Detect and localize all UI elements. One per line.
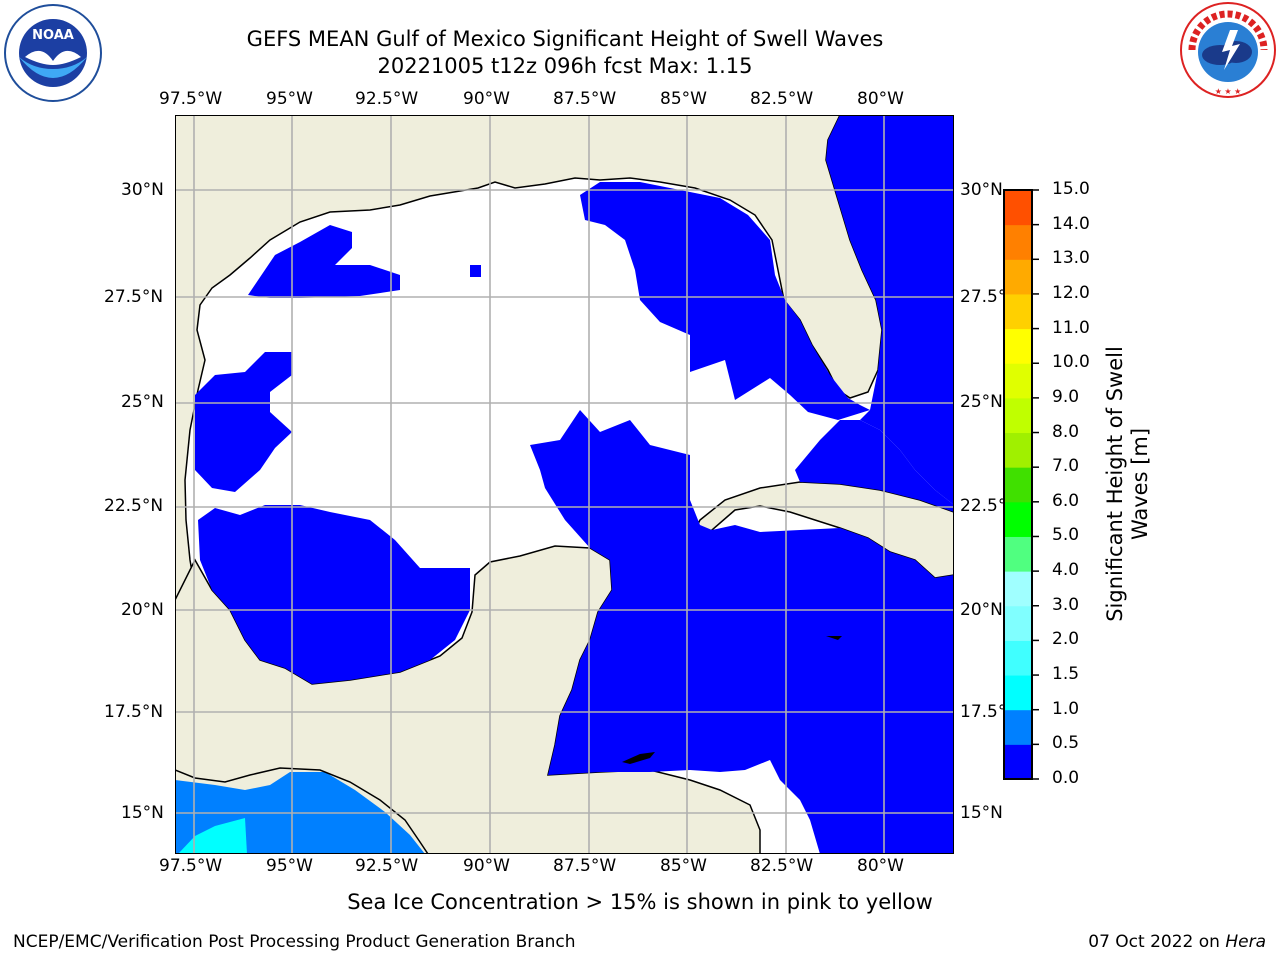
lon-label-bottom: 92.5°W [355,856,419,876]
sea-ice-note: Sea Ice Concentration > 15% is shown in … [347,890,933,914]
colorbar-segment [1004,259,1032,295]
colorbar-tick-label: 7.0 [1052,456,1080,477]
colorbar-tick-label: 9.0 [1052,386,1080,407]
lon-label-top: 92.5°W [355,89,419,109]
colorbar-tick-label: 2.0 [1052,629,1080,650]
pacific-coast [175,767,429,854]
colorbar-tick-label: 6.0 [1052,490,1080,511]
footer-date-text: 07 Oct 2022 on [1088,932,1226,952]
lon-label-top: 80°W [857,89,904,109]
colorbar [1003,188,1043,785]
swell-straits [795,420,954,512]
lon-label-top: 82.5°W [750,89,814,109]
colorbar-tick-label: 13.0 [1052,248,1090,269]
swell-west [195,352,292,492]
swell-caribbean [530,410,954,854]
swell-southwest [198,505,470,684]
lon-label-top: 90°W [463,89,510,109]
footer-date: 07 Oct 2022 on Hera [1088,932,1266,952]
footer-credit: NCEP/EMC/Verification Post Processing Pr… [13,932,576,952]
lat-label-left: 17.5°N [104,702,164,722]
colorbar-segment [1004,501,1032,537]
swell-pacific-high [178,818,247,854]
colorbar-segment [1004,397,1032,434]
lon-label-bottom: 97.5°W [159,856,223,876]
lat-label-left: 20°N [121,600,164,620]
colorbar-segment [1004,709,1032,745]
colorbar-tick-label: 15.0 [1052,179,1090,199]
lon-label-top: 97.5°W [159,89,223,109]
lon-label-bottom: 87.5°W [553,856,617,876]
swell-atlantic [826,115,954,505]
colorbar-tick-label: 1.0 [1052,698,1080,719]
noaa-logo-icon: NOAA [3,3,103,107]
title-line-1: GEFS MEAN Gulf of Mexico Significant Hei… [246,27,884,51]
lon-label-bottom: 80°W [857,856,904,876]
colorbar-segment [1004,224,1032,260]
lat-label-left: 22.5°N [104,496,164,516]
colorbar-tick-label: 4.0 [1052,560,1080,581]
lon-label-top: 87.5°W [553,89,617,109]
colorbar-label-line-2: Waves [m] [1128,427,1152,541]
colorbar-tick-label: 0.5 [1052,733,1080,754]
colorbar-tick-label: 0.0 [1052,768,1080,788]
land-usa [175,115,883,601]
lat-label-left: 15°N [121,803,164,823]
colorbar-label-line-1: Significant Height of Swell [1103,346,1127,622]
colorbar-segment [1004,363,1032,399]
lat-label-right: 25°N [960,392,1003,412]
svg-text:NOAA: NOAA [32,28,74,43]
colorbar-segment [1004,467,1032,503]
colorbar-segment [1004,605,1032,641]
colorbar-tick-label: 5.0 [1052,525,1080,546]
lon-label-bottom: 82.5°W [750,856,814,876]
colorbar-segment [1004,190,1032,226]
colorbar-segment [1004,675,1032,711]
nws-logo-icon: ★ ★ ★ [1178,0,1278,104]
lon-label-top: 85°W [660,89,707,109]
island [622,752,655,764]
colorbar-segment [1004,571,1032,607]
gulf-map [174,114,955,858]
lon-label-bottom: 85°W [660,856,707,876]
colorbar-segment [1004,293,1032,330]
lat-label-right: 30°N [960,180,1003,200]
lat-label-left: 27.5°N [104,287,164,307]
swell-northeast [580,182,870,420]
colorbar-tick-label: 1.5 [1052,664,1080,685]
title-line-2: 20221005 t12z 096h fcst Max: 1.15 [377,54,753,78]
colorbar-segment [1004,432,1032,468]
colorbar-segment [1004,328,1032,364]
swell-northwest-patch [248,225,400,298]
lon-label-bottom: 95°W [266,856,313,876]
island [826,636,842,640]
lat-label-left: 30°N [121,180,164,200]
colorbar-segment [1004,536,1032,572]
colorbar-segment [1004,744,1032,780]
graticule [175,115,954,854]
footer-host: Hera [1225,932,1266,952]
colorbar-tick-label: 3.0 [1052,594,1080,615]
colorbar-tick-label: 10.0 [1052,352,1090,373]
colorbar-tick-label: 12.0 [1052,282,1090,303]
swell-speck [470,265,481,277]
colorbar-tick-label: 8.0 [1052,421,1080,442]
svg-text:★ ★ ★: ★ ★ ★ [1215,87,1242,96]
lon-label-bottom: 90°W [463,856,510,876]
colorbar-segment [1004,640,1032,676]
lat-label-right: 20°N [960,600,1003,620]
lon-label-top: 95°W [266,89,313,109]
colorbar-label: Significant Height of Swell Waves [m] [1103,346,1153,622]
lat-label-left: 25°N [121,392,164,412]
colorbar-tick-label: 11.0 [1052,317,1090,338]
lat-label-right: 15°N [960,803,1003,823]
colorbar-tick-label: 14.0 [1052,213,1090,234]
colorbar-frame [1003,189,1033,780]
